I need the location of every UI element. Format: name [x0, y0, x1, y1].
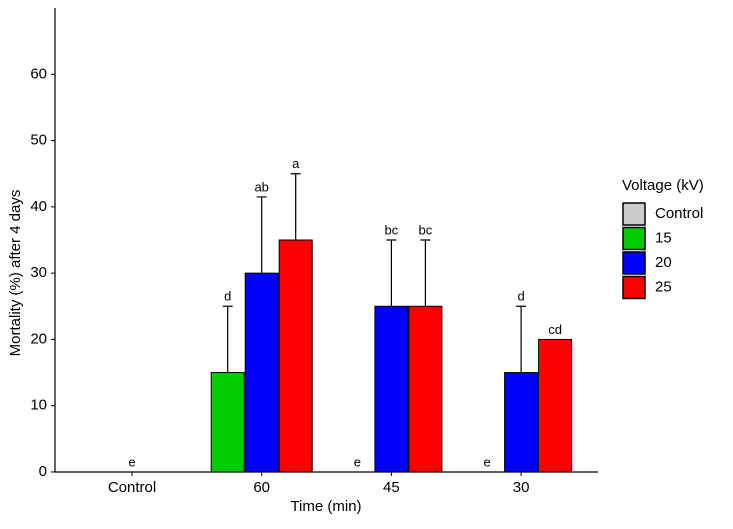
significance-label: d: [517, 289, 524, 304]
legend-key: [622, 275, 646, 300]
x-tick-label: 45: [383, 479, 400, 496]
error-bar: [222, 305, 233, 373]
significance-label: bc: [385, 222, 399, 237]
significance-label: e: [354, 454, 361, 469]
legend-key: [622, 251, 646, 275]
legend-label: 20: [655, 254, 672, 271]
error-bar: [290, 173, 301, 240]
legend-title: Voltage (kV): [622, 177, 704, 194]
significance-label: a: [292, 156, 300, 171]
y-tick-label: 20: [30, 330, 47, 347]
x-axis-title: Time (min): [290, 498, 361, 515]
legend-key: [622, 226, 646, 251]
bar: [244, 272, 279, 473]
y-tick-label: 0: [39, 463, 47, 480]
error-bar: [256, 196, 267, 274]
significance-label: cd: [548, 322, 562, 337]
significance-label: e: [483, 454, 490, 469]
bar: [374, 305, 409, 473]
bar: [408, 305, 443, 473]
y-tick-label: 40: [30, 198, 47, 215]
error-bar: [386, 239, 397, 307]
legend-key: [622, 202, 646, 226]
legend-label: 25: [655, 278, 672, 295]
error-bar: [420, 239, 431, 307]
legend-label: Control: [655, 205, 703, 222]
bar: [538, 338, 573, 473]
x-tick-label: 30: [513, 479, 530, 496]
y-tick-label: 30: [30, 264, 47, 281]
bar: [504, 372, 539, 473]
x-tick-label: Control: [108, 479, 156, 496]
x-tick-label: 60: [253, 479, 270, 496]
y-axis-title: Mortality (%) after 4 days: [7, 190, 24, 357]
significance-label: e: [128, 454, 135, 469]
significance-label: ab: [254, 179, 268, 194]
y-tick-label: 50: [30, 132, 47, 149]
error-bar: [516, 305, 527, 373]
bar: [278, 239, 313, 473]
significance-label: bc: [419, 222, 433, 237]
significance-label: d: [224, 289, 231, 304]
y-tick-label: 60: [30, 65, 47, 82]
bar: [210, 372, 245, 473]
y-tick-label: 10: [30, 397, 47, 414]
legend-label: 15: [655, 229, 672, 246]
